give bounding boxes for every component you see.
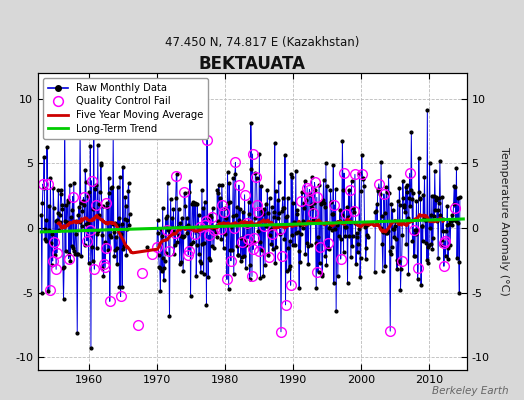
Y-axis label: Temperature Anomaly (°C): Temperature Anomaly (°C) <box>499 147 509 296</box>
Text: Berkeley Earth: Berkeley Earth <box>432 386 508 396</box>
Legend: Raw Monthly Data, Quality Control Fail, Five Year Moving Average, Long-Term Tren: Raw Monthly Data, Quality Control Fail, … <box>43 78 208 138</box>
Text: 47.450 N, 74.817 E (Kazakhstan): 47.450 N, 74.817 E (Kazakhstan) <box>165 36 359 49</box>
Title: BEKTAUATA: BEKTAUATA <box>199 55 306 73</box>
